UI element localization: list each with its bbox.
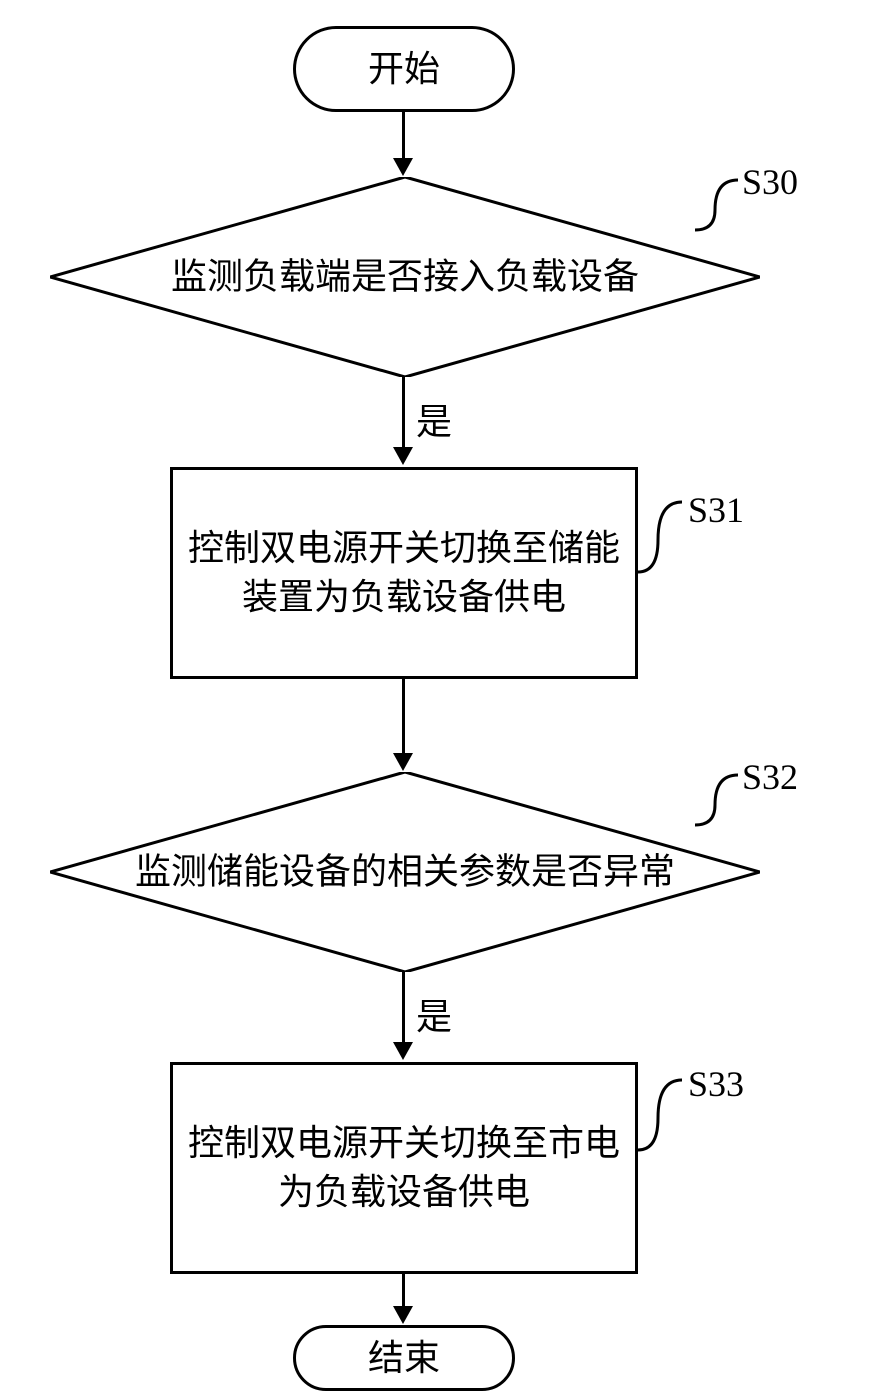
s30-yes-label: 是 xyxy=(416,398,452,447)
s30-node: 监测负载端是否接入负载设备 xyxy=(50,177,760,377)
s31-step-label: S31 xyxy=(688,486,744,535)
s33-text: 控制双电源开关切换至市电为负载设备供电 xyxy=(183,1119,625,1216)
edge-s33-end-head xyxy=(393,1306,413,1324)
edge-start-s30 xyxy=(402,112,405,160)
edge-start-s30-head xyxy=(393,158,413,176)
s32-step-label: S32 xyxy=(742,753,798,802)
edge-s30-s31-head xyxy=(393,447,413,465)
s30-step-label: S30 xyxy=(742,158,798,207)
s33-step-label: S33 xyxy=(688,1060,744,1109)
s30-brace xyxy=(690,170,740,240)
edge-s30-s31 xyxy=(402,377,405,449)
start-label: 开始 xyxy=(368,45,440,94)
s31-brace xyxy=(636,490,686,580)
s33-brace xyxy=(636,1068,686,1158)
end-label: 结束 xyxy=(368,1334,440,1383)
end-node: 结束 xyxy=(293,1325,515,1391)
edge-s32-s33-head xyxy=(393,1042,413,1060)
edge-s33-end xyxy=(402,1274,405,1308)
s31-node: 控制双电源开关切换至储能装置为负载设备供电 xyxy=(170,467,638,679)
edge-s31-s32-head xyxy=(393,753,413,771)
s30-text: 监测负载端是否接入负载设备 xyxy=(50,253,760,302)
s32-yes-label: 是 xyxy=(416,993,452,1042)
flowchart-canvas: 开始 监测负载端是否接入负载设备 S30 是 控制双电源开关切换至储能装置为负载… xyxy=(0,0,880,1396)
edge-s31-s32 xyxy=(402,679,405,755)
start-node: 开始 xyxy=(293,26,515,112)
s32-brace xyxy=(690,765,740,835)
edge-s32-s33 xyxy=(402,972,405,1044)
s32-node: 监测储能设备的相关参数是否异常 xyxy=(50,772,760,972)
s33-node: 控制双电源开关切换至市电为负载设备供电 xyxy=(170,1062,638,1274)
s31-text: 控制双电源开关切换至储能装置为负载设备供电 xyxy=(183,524,625,621)
s32-text: 监测储能设备的相关参数是否异常 xyxy=(50,848,760,897)
